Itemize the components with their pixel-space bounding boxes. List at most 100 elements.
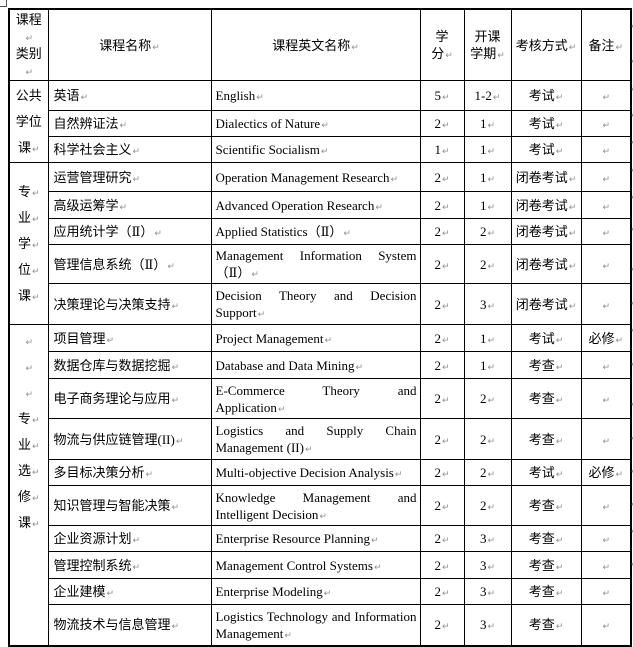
assessment-cell[interactable]: 考试↵ — [510, 459, 582, 486]
credits-cell[interactable]: 2↵ — [419, 218, 465, 245]
credits-cell[interactable]: 1↵ — [419, 136, 465, 163]
course-english-name-cell[interactable]: Enterprise Modeling↵ — [210, 578, 421, 605]
semester-cell[interactable]: 3↵ — [463, 551, 512, 579]
course-name-cell[interactable]: 知识管理与智能决策↵ — [47, 485, 212, 526]
header-credits[interactable]: 学 分↵ — [419, 8, 465, 81]
course-name-cell[interactable]: 运营管理研究↵ — [47, 162, 212, 192]
assessment-cell[interactable]: 考查↵ — [510, 578, 582, 605]
semester-cell[interactable]: 3↵ — [463, 578, 512, 605]
note-cell[interactable]: ↵ — [580, 525, 632, 552]
credits-cell[interactable]: 2↵ — [419, 244, 465, 284]
header-course-name[interactable]: 课程名称↵ — [47, 8, 212, 81]
semester-cell[interactable]: 1↵ — [463, 110, 512, 137]
assessment-cell[interactable]: 考查↵ — [510, 485, 582, 526]
category-cell-professional-degree-courses[interactable]: 专↵ 业↵ 学↵ 位↵ 课↵ — [8, 162, 49, 325]
credits-cell[interactable]: 2↵ — [419, 418, 465, 460]
course-english-name-cell[interactable]: Operation Management Research↵ — [210, 162, 421, 192]
semester-cell[interactable]: 2↵ — [463, 244, 512, 284]
semester-cell[interactable]: 3↵ — [463, 283, 512, 325]
course-english-name-cell[interactable]: Logistics Technology and Information Man… — [210, 604, 421, 646]
semester-cell[interactable]: 1↵ — [463, 136, 512, 163]
semester-cell[interactable]: 1↵ — [463, 324, 512, 352]
semester-cell[interactable]: 1↵ — [463, 191, 512, 219]
semester-cell[interactable]: 2↵ — [463, 418, 512, 460]
course-name-cell[interactable]: 多目标决策分析↵ — [47, 459, 212, 486]
note-cell[interactable]: ↵ — [580, 136, 632, 163]
note-cell[interactable]: ↵ — [580, 351, 632, 379]
course-name-cell[interactable]: 应用统计学（Ⅱ）↵ — [47, 218, 212, 245]
note-cell[interactable]: 必修↵ — [580, 459, 632, 486]
semester-cell[interactable]: 1↵ — [463, 162, 512, 192]
course-english-name-cell[interactable]: Advanced Operation Research↵ — [210, 191, 421, 219]
note-cell[interactable]: ↵ — [580, 283, 632, 325]
course-name-cell[interactable]: 电子商务理论与应用↵ — [47, 378, 212, 419]
semester-cell[interactable]: 3↵ — [463, 604, 512, 646]
course-english-name-cell[interactable]: Applied Statistics（Ⅱ）↵ — [210, 218, 421, 245]
assessment-cell[interactable]: 考试↵ — [510, 324, 582, 352]
table-move-handle[interactable] — [0, 0, 7, 7]
course-name-cell[interactable]: 自然辨证法↵ — [47, 110, 212, 137]
assessment-cell[interactable]: 闭卷考试↵ — [510, 244, 582, 284]
header-assessment[interactable]: 考核方式↵ — [510, 8, 582, 81]
semester-cell[interactable]: 2↵ — [463, 459, 512, 486]
assessment-cell[interactable]: 闭卷考试↵ — [510, 218, 582, 245]
assessment-cell[interactable]: 考查↵ — [510, 551, 582, 579]
assessment-cell[interactable]: 考试↵ — [510, 110, 582, 137]
credits-cell[interactable]: 2↵ — [419, 324, 465, 352]
course-english-name-cell[interactable]: English↵ — [210, 80, 421, 111]
assessment-cell[interactable]: 考查↵ — [510, 378, 582, 419]
course-name-cell[interactable]: 决策理论与决策支持↵ — [47, 283, 212, 325]
header-semester[interactable]: 开课 学期↵ — [463, 8, 512, 81]
course-english-name-cell[interactable]: Management Control Systems↵ — [210, 551, 421, 579]
assessment-cell[interactable]: 闭卷考试↵ — [510, 162, 582, 192]
note-cell[interactable]: ↵ — [580, 162, 632, 192]
header-course-english-name[interactable]: 课程英文名称↵ — [210, 8, 421, 81]
course-english-name-cell[interactable]: Dialectics of Nature↵ — [210, 110, 421, 137]
note-cell[interactable]: 必修↵ — [580, 324, 632, 352]
course-name-cell[interactable]: 管理信息系统（Ⅱ）↵ — [47, 244, 212, 284]
course-english-name-cell[interactable]: Database and Data Mining↵ — [210, 351, 421, 379]
note-cell[interactable]: ↵ — [580, 218, 632, 245]
course-name-cell[interactable]: 企业资源计划↵ — [47, 525, 212, 552]
course-english-name-cell[interactable]: Enterprise Resource Planning↵ — [210, 525, 421, 552]
assessment-cell[interactable]: 闭卷考试↵ — [510, 283, 582, 325]
course-name-cell[interactable]: 高级运筹学↵ — [47, 191, 212, 219]
course-english-name-cell[interactable]: Project Management↵ — [210, 324, 421, 352]
assessment-cell[interactable]: 考查↵ — [510, 604, 582, 646]
course-name-cell[interactable]: 物流与供应链管理(II)↵ — [47, 418, 212, 460]
semester-cell[interactable]: 2↵ — [463, 218, 512, 245]
assessment-cell[interactable]: 考试↵ — [510, 136, 582, 163]
course-name-cell[interactable]: 项目管理↵ — [47, 324, 212, 352]
note-cell[interactable]: ↵ — [580, 551, 632, 579]
category-cell-public-degree-courses[interactable]: 公共学位课↵ — [8, 80, 49, 163]
semester-cell[interactable]: 1-2↵ — [463, 80, 512, 111]
credits-cell[interactable]: 2↵ — [419, 283, 465, 325]
course-english-name-cell[interactable]: Logistics and Supply Chain Management (I… — [210, 418, 421, 460]
semester-cell[interactable]: 1↵ — [463, 351, 512, 379]
credits-cell[interactable]: 2↵ — [419, 162, 465, 192]
note-cell[interactable]: ↵ — [580, 110, 632, 137]
credits-cell[interactable]: 2↵ — [419, 578, 465, 605]
note-cell[interactable]: ↵ — [580, 244, 632, 284]
course-name-cell[interactable]: 企业建模↵ — [47, 578, 212, 605]
credits-cell[interactable]: 2↵ — [419, 110, 465, 137]
course-name-cell[interactable]: 科学社会主义↵ — [47, 136, 212, 163]
note-cell[interactable]: ↵ — [580, 378, 632, 419]
semester-cell[interactable]: 2↵ — [463, 485, 512, 526]
note-cell[interactable]: ↵ — [580, 578, 632, 605]
assessment-cell[interactable]: 闭卷考试↵ — [510, 191, 582, 219]
credits-cell[interactable]: 2↵ — [419, 604, 465, 646]
assessment-cell[interactable]: 考查↵ — [510, 418, 582, 460]
course-english-name-cell[interactable]: Multi-objective Decision Analysis↵ — [210, 459, 421, 486]
course-name-cell[interactable]: 管理控制系统↵ — [47, 551, 212, 579]
course-english-name-cell[interactable]: Management Information System（Ⅱ）↵ — [210, 244, 421, 284]
assessment-cell[interactable]: 考试↵ — [510, 80, 582, 111]
course-english-name-cell[interactable]: Scientific Socialism↵ — [210, 136, 421, 163]
course-english-name-cell[interactable]: E-Commerce Theory and Application↵ — [210, 378, 421, 419]
course-name-cell[interactable]: 数据仓库与数据挖掘↵ — [47, 351, 212, 379]
note-cell[interactable]: ↵ — [580, 80, 632, 111]
credits-cell[interactable]: 2↵ — [419, 378, 465, 419]
course-name-cell[interactable]: 英语↵ — [47, 80, 212, 111]
assessment-cell[interactable]: 考查↵ — [510, 525, 582, 552]
note-cell[interactable]: ↵ — [580, 418, 632, 460]
